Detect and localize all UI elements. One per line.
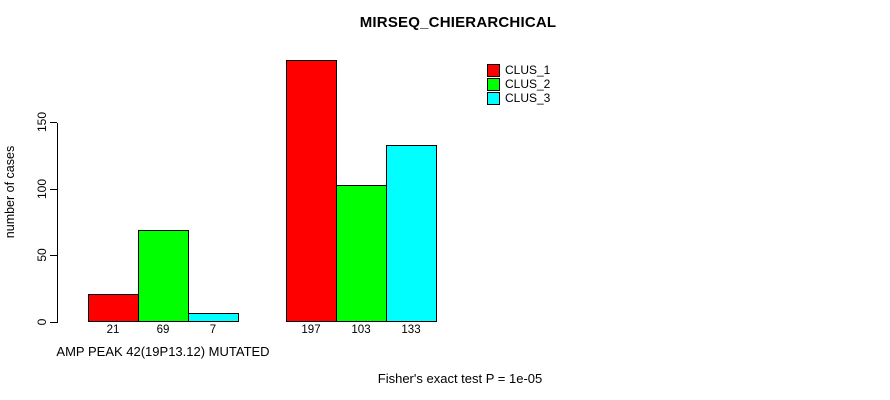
- chart-title: MIRSEQ_CHIERARCHICAL: [359, 14, 557, 31]
- y-tick-mark: [50, 122, 57, 123]
- bar-group2-clus_1: [286, 60, 337, 322]
- legend-item: CLUS_3: [487, 91, 550, 105]
- legend-label: CLUS_3: [505, 91, 551, 105]
- y-tick-mark: [50, 189, 57, 190]
- legend-swatch: [487, 77, 500, 91]
- y-tick-mark: [50, 255, 57, 256]
- legend-swatch: [487, 91, 500, 105]
- legend-swatch: [487, 63, 500, 77]
- bar-group1-clus_2: [138, 230, 189, 322]
- bar-group1-clus_3: [188, 313, 239, 322]
- y-axis-line: [57, 123, 58, 323]
- bar-value-label: 133: [401, 324, 421, 336]
- legend-item: CLUS_2: [487, 77, 550, 91]
- bar-value-label: 197: [301, 324, 321, 336]
- bar-group2-clus_2: [336, 185, 387, 322]
- y-tick-label: 100: [35, 178, 49, 200]
- legend: CLUS_1 CLUS_2 CLUS_3: [487, 63, 550, 105]
- y-tick-label: 50: [35, 248, 49, 262]
- legend-label: CLUS_2: [505, 77, 551, 91]
- bar-value-label: 7: [209, 324, 217, 336]
- y-tick-label: 150: [35, 111, 49, 133]
- y-tick-label: 0: [35, 318, 49, 326]
- x-group-label: AMP PEAK 42(19P13.12) MUTATED: [56, 344, 270, 359]
- bar-value-label: 69: [156, 324, 170, 336]
- legend-item: CLUS_1: [487, 63, 550, 77]
- y-tick-mark: [50, 322, 57, 323]
- bar-value-label: 103: [351, 324, 371, 336]
- bar-group1-clus_1: [88, 294, 139, 322]
- y-axis-label: number of cases: [3, 145, 17, 239]
- bar-group2-clus_3: [386, 145, 437, 322]
- bar-value-label: 21: [106, 324, 120, 336]
- footnote: Fisher's exact test P = 1e-05: [377, 371, 543, 386]
- legend-label: CLUS_1: [505, 63, 551, 77]
